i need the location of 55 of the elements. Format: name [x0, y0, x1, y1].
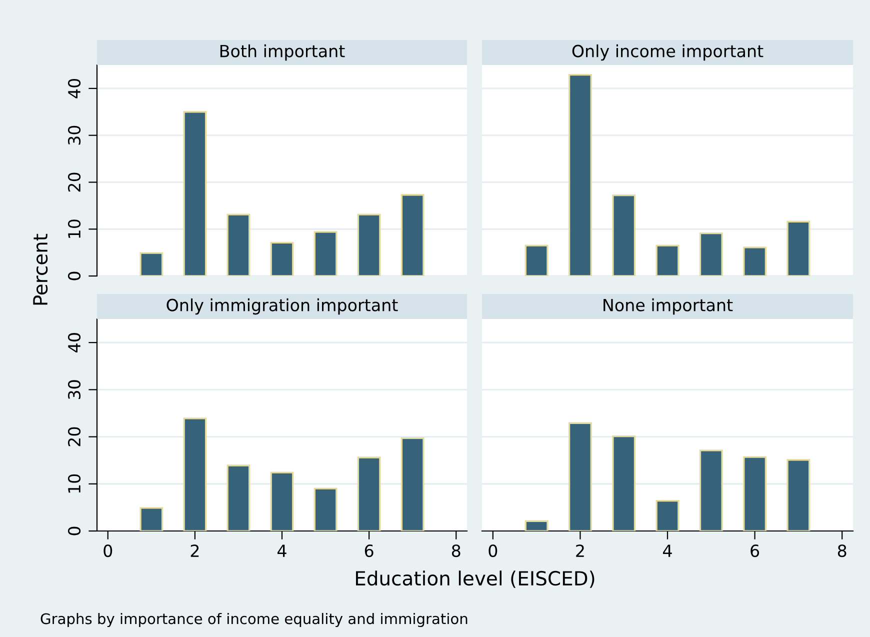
x-tick-label: 8: [838, 544, 846, 558]
bar: [314, 488, 338, 531]
y-tick-label: 40: [68, 78, 81, 98]
bar: [400, 194, 424, 276]
bar: [743, 456, 767, 531]
x-tick-label: 4: [663, 544, 672, 557]
y-tick-label: 20: [68, 172, 81, 192]
bar: [743, 246, 767, 276]
chart-title: Only immigration important: [166, 298, 398, 315]
bar: [183, 111, 207, 276]
text: Graphs by importance of income equality and immigration: [40, 612, 468, 628]
bar: [524, 244, 548, 276]
x-tick-label: 6: [750, 544, 760, 558]
x-tick-label: 8: [452, 544, 460, 558]
y-tick-label: 0: [68, 526, 81, 536]
bar: [357, 456, 381, 531]
bar: [612, 194, 636, 276]
bar: [270, 472, 294, 531]
bar: [656, 244, 680, 276]
x-axis-title: Education level (EISCED): [356, 570, 594, 588]
bar: [568, 422, 592, 531]
bar: [568, 74, 592, 276]
bar: [226, 214, 250, 276]
x-tick-label: 4: [278, 544, 286, 557]
bar: [699, 232, 723, 276]
bar: [226, 464, 250, 531]
x-tick-label: 2: [190, 544, 199, 557]
y-tick-label: 40: [68, 333, 81, 352]
y-tick-label: 30: [68, 126, 81, 145]
bar: [786, 459, 810, 531]
x-tick-label: 2: [576, 544, 584, 557]
y-axis-title: Percent: [33, 234, 48, 305]
bar: [357, 214, 381, 276]
chart-title: None important: [604, 298, 733, 315]
bar: [699, 450, 723, 531]
bar: [656, 500, 680, 531]
y-tick-label: 0: [68, 272, 81, 280]
bar: [524, 520, 548, 531]
chart-title: Both important: [220, 44, 345, 61]
bar: [270, 242, 294, 276]
x-tick-label: 0: [104, 544, 112, 558]
y-tick-label: 30: [68, 380, 81, 399]
bar: [314, 231, 338, 276]
x-tick-label: 6: [364, 544, 374, 558]
x-tick-label: 0: [488, 544, 498, 558]
y-tick-label: 10: [68, 474, 81, 493]
bar: [612, 435, 636, 531]
chart-title: Only income important: [572, 44, 764, 61]
bar: [140, 507, 164, 531]
y-tick-label: 10: [68, 220, 81, 238]
bar: [400, 437, 424, 531]
bar: [183, 418, 207, 531]
bar: [140, 252, 164, 276]
y-tick-label: 20: [68, 427, 81, 446]
bar: [786, 220, 810, 276]
